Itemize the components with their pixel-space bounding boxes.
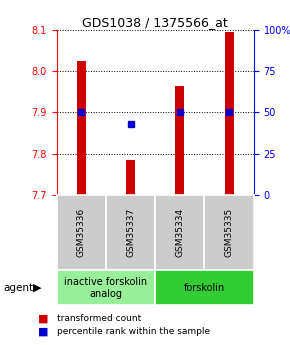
Bar [126, 160, 135, 195]
Text: percentile rank within the sample: percentile rank within the sample [57, 327, 210, 336]
Title: GDS1038 / 1375566_at: GDS1038 / 1375566_at [82, 16, 228, 29]
Text: GSM35336: GSM35336 [77, 208, 86, 257]
Bar [175, 86, 184, 195]
Text: forskolin: forskolin [184, 283, 225, 293]
Text: GSM35335: GSM35335 [224, 208, 234, 257]
Text: GSM35337: GSM35337 [126, 208, 135, 257]
Bar [77, 61, 86, 195]
Text: ■: ■ [38, 327, 48, 337]
Text: GSM35334: GSM35334 [175, 208, 184, 257]
Text: transformed count: transformed count [57, 314, 141, 323]
Bar [225, 32, 233, 195]
Text: ■: ■ [38, 314, 48, 324]
Text: inactive forskolin
analog: inactive forskolin analog [64, 277, 147, 298]
Text: ▶: ▶ [33, 283, 42, 293]
Text: agent: agent [3, 283, 33, 293]
